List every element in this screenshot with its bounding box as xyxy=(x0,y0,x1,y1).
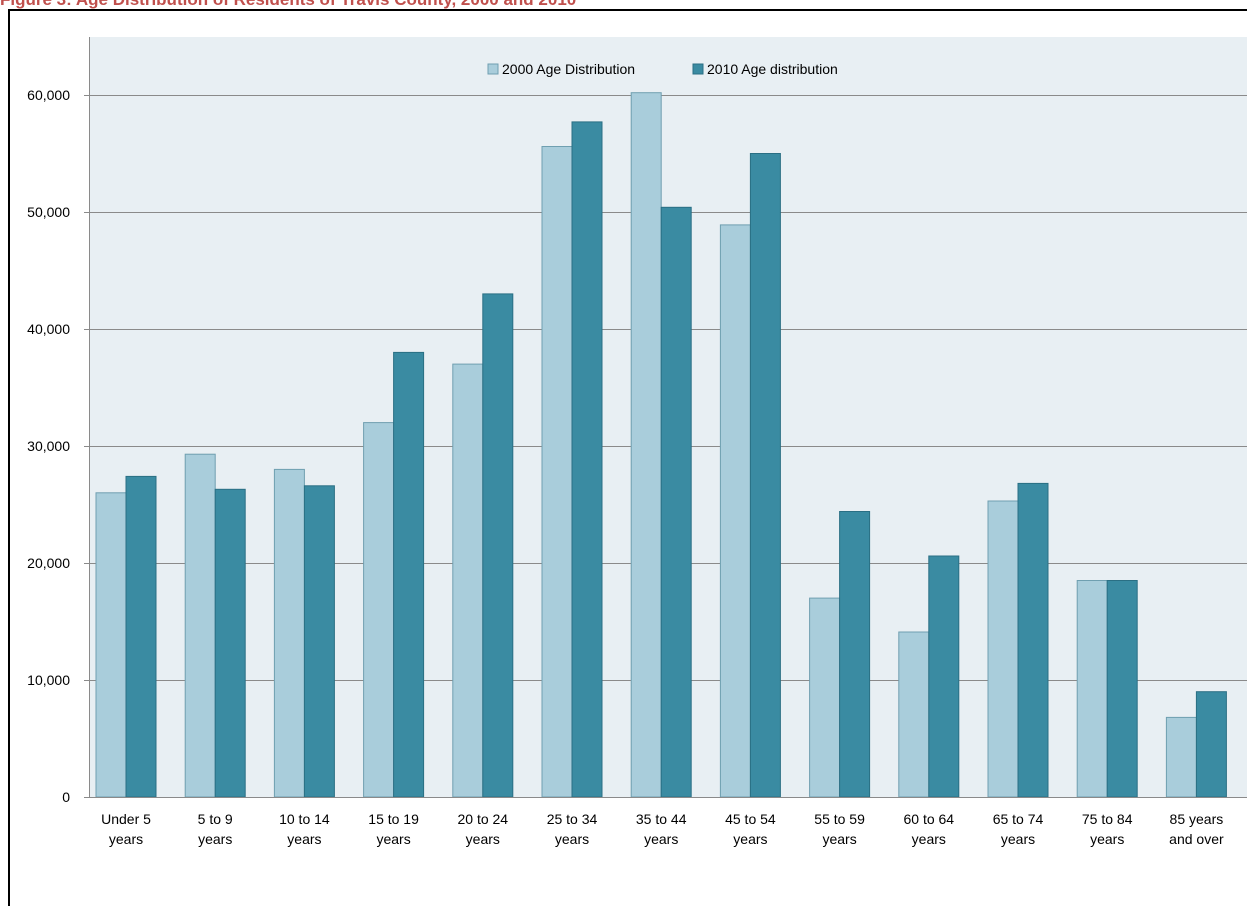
bar-2000-6 xyxy=(630,92,662,798)
bar-2000-11 xyxy=(1076,580,1108,798)
x-tick-label: Under 5 years xyxy=(101,811,151,847)
bar-2000-0 xyxy=(95,492,127,798)
legend-swatch-2010 xyxy=(692,63,704,75)
y-tick-label: 10,000 xyxy=(27,672,70,688)
x-axis-ticks: Under 5 years 5 to 9 years 10 to 14 years 15 t… xyxy=(101,811,1224,847)
bar-2010-1 xyxy=(214,488,246,798)
x-tick-label: 35 to 44 years xyxy=(636,811,687,847)
bar-2010-7 xyxy=(749,153,781,798)
y-tick-label: 0 xyxy=(62,789,70,805)
bar-2010-11 xyxy=(1106,580,1138,798)
x-tick-label: 25 to 34 years xyxy=(547,811,598,847)
x-tick-label: 45 to 54 years xyxy=(725,811,776,847)
x-tick-label: 65 to 74 years xyxy=(993,811,1044,847)
legend-label-2000: 2000 Age Distribution xyxy=(502,61,635,77)
x-tick-label: 15 to 19 years xyxy=(368,811,419,847)
x-tick-label: 20 to 24 years xyxy=(457,811,508,847)
x-tick-label: 55 to 59 years xyxy=(814,811,865,847)
x-tick-label: 10 to 14 years xyxy=(279,811,330,847)
chart-title-strip: Figure 3: Age Distribution of Residents … xyxy=(0,0,1247,9)
bar-2010-10 xyxy=(1017,482,1049,798)
legend-label-2010: 2010 Age distribution xyxy=(707,61,838,77)
legend: 2000 Age Distribution 2010 Age distributi… xyxy=(487,61,838,77)
bar-2010-0 xyxy=(125,475,157,798)
bar-2010-2 xyxy=(303,485,335,798)
bar-2000-5 xyxy=(541,146,573,798)
x-tick-label: 75 to 84 years xyxy=(1082,811,1133,847)
chart-title: Figure 3: Age Distribution of Residents … xyxy=(0,0,1247,9)
bars xyxy=(95,92,1227,798)
bar-2000-4 xyxy=(452,363,484,798)
y-tick-label: 50,000 xyxy=(27,204,70,220)
bar-2000-2 xyxy=(273,468,305,798)
bar-2010-9 xyxy=(928,555,960,798)
bar-2010-6 xyxy=(660,206,692,798)
bar-2000-1 xyxy=(184,453,216,798)
x-tick-label: 85 years and over xyxy=(1169,811,1224,847)
x-tick-label: 5 to 9 years xyxy=(198,811,233,847)
bar-2010-5 xyxy=(571,121,603,798)
bar-2000-7 xyxy=(719,224,751,798)
bar-2000-3 xyxy=(363,422,395,798)
y-tick-label: 60,000 xyxy=(27,87,70,103)
y-tick-label: 30,000 xyxy=(27,438,70,454)
x-tick-label: 60 to 64 years xyxy=(903,811,954,847)
chart-frame xyxy=(8,9,1247,906)
legend-swatch-2000 xyxy=(487,63,499,75)
bar-2000-10 xyxy=(987,500,1019,798)
bar-2010-3 xyxy=(393,351,425,798)
y-axis-ticks: 0 10,000 20,000 30,000 40,000 50,000 60,000 xyxy=(27,87,70,805)
bar-2010-4 xyxy=(482,293,514,798)
y-tick-label: 40,000 xyxy=(27,321,70,337)
bar-2000-8 xyxy=(809,597,841,798)
axes xyxy=(84,37,1247,798)
y-tick-label: 20,000 xyxy=(27,555,70,571)
bar-2000-9 xyxy=(898,631,930,798)
bar-2000-12 xyxy=(1165,716,1197,798)
bar-2010-8 xyxy=(839,511,871,798)
bar-2010-12 xyxy=(1195,691,1227,798)
